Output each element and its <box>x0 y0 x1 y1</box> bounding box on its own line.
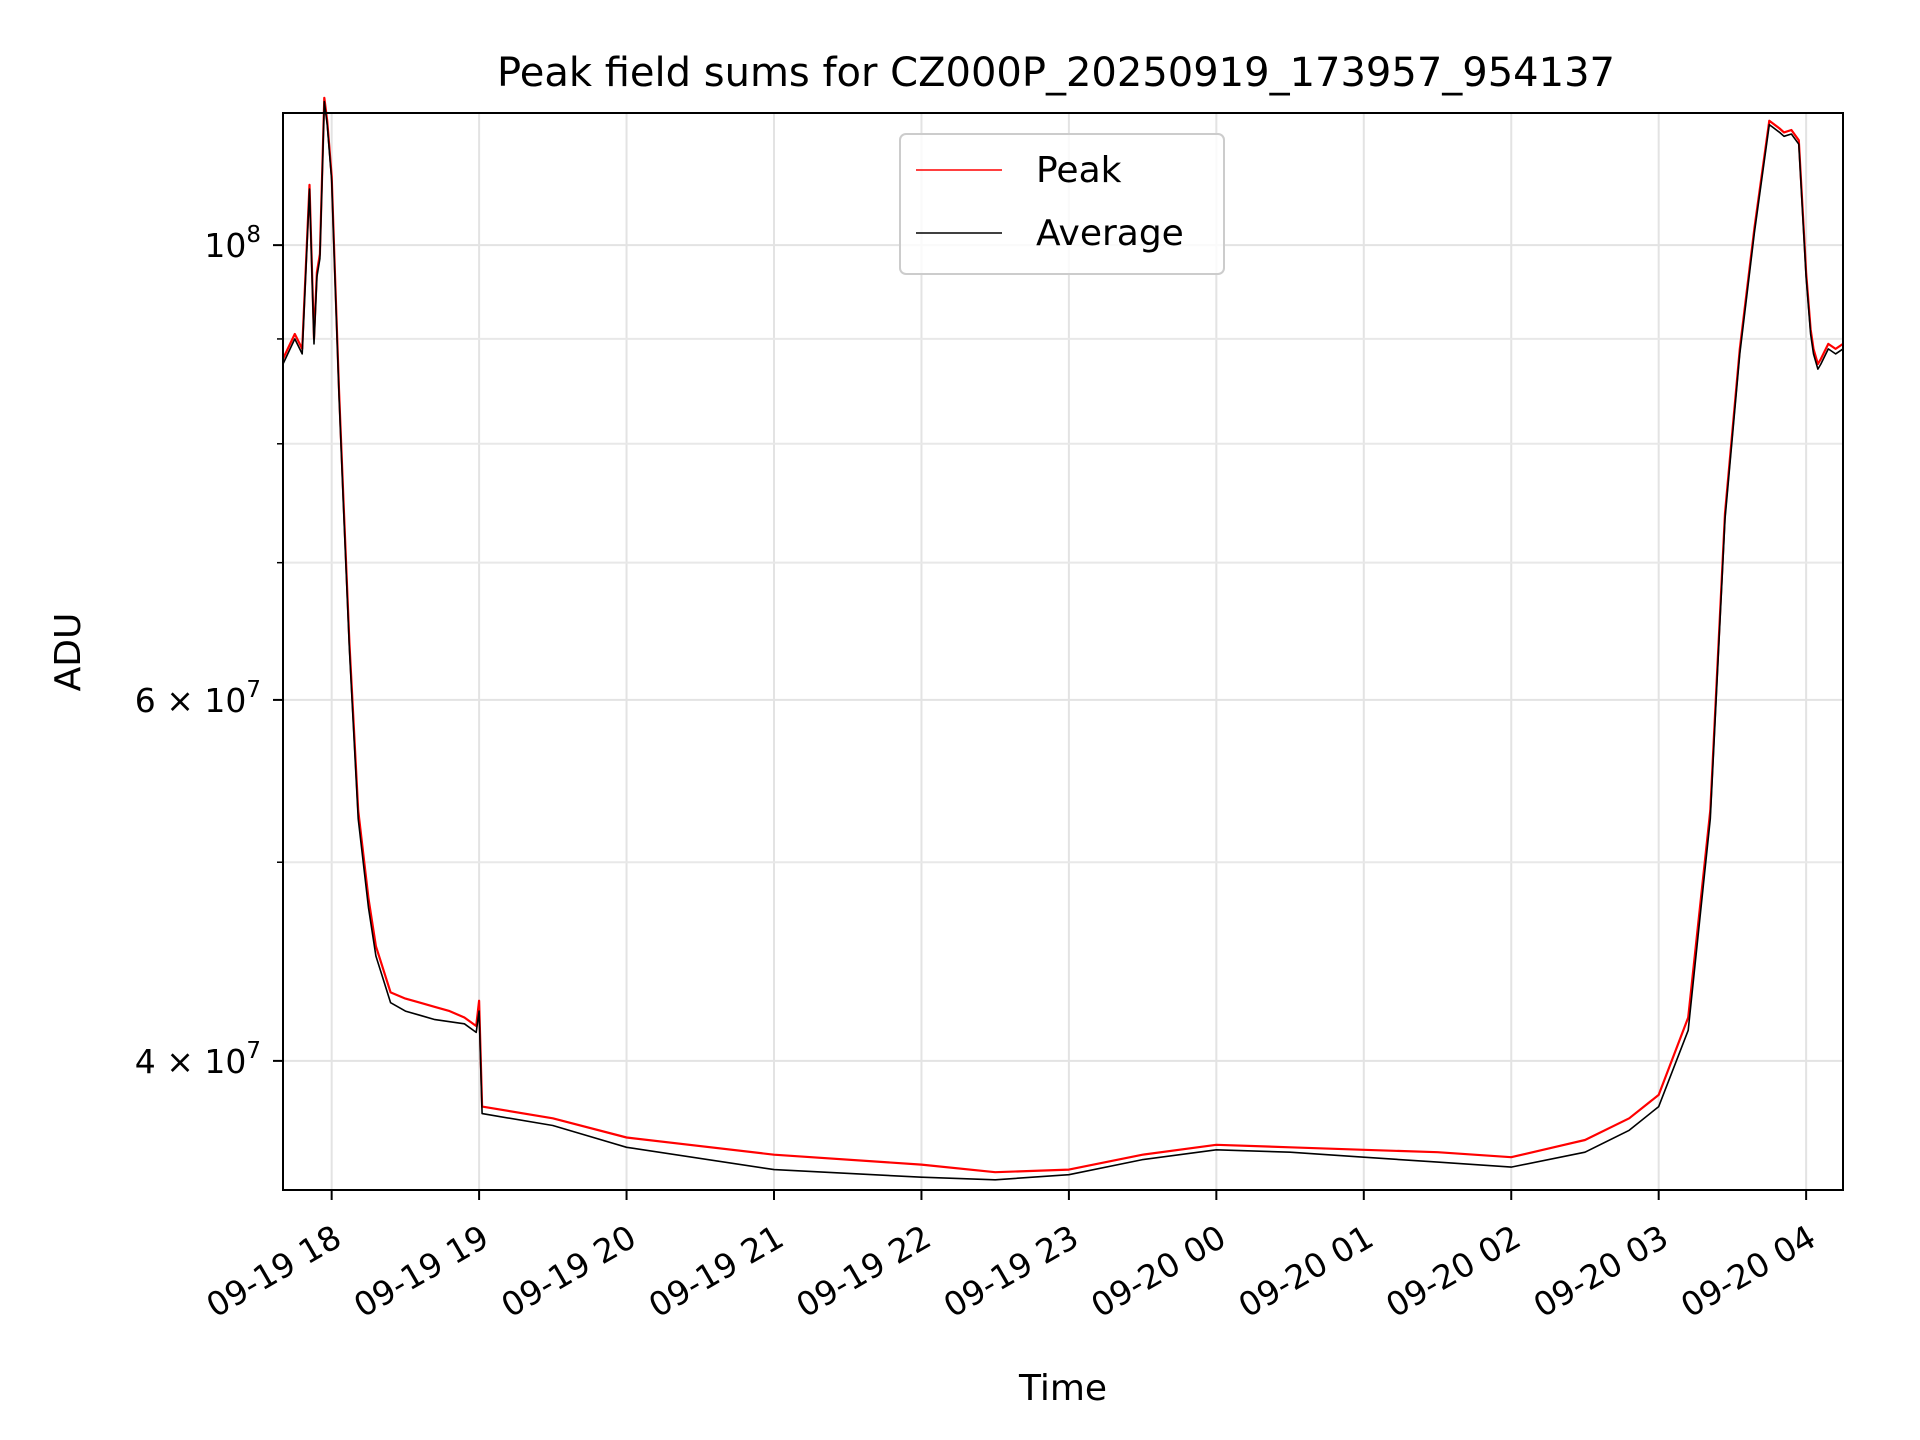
x-axis-label: Time <box>1018 1368 1107 1409</box>
legend-label-peak: Peak <box>1036 150 1122 191</box>
series-layer <box>282 96 1844 1181</box>
y-tick-label: 6 × 107 <box>135 677 261 720</box>
series-line-average <box>282 100 1844 1181</box>
y-tick-label: 108 <box>204 222 261 265</box>
legend-box <box>899 133 1225 275</box>
legend-label-average: Average <box>1036 213 1184 254</box>
y-axis-label: ADU <box>48 613 89 692</box>
y-ticks: 4 × 107 6 × 107 108 <box>135 222 283 1081</box>
chart-title: Peak field sums for CZ000P_20250919_1739… <box>497 50 1615 96</box>
axes-frame <box>282 112 1844 1191</box>
legend: Peak Average <box>899 133 1225 275</box>
y-tick-label: 4 × 107 <box>135 1038 261 1081</box>
